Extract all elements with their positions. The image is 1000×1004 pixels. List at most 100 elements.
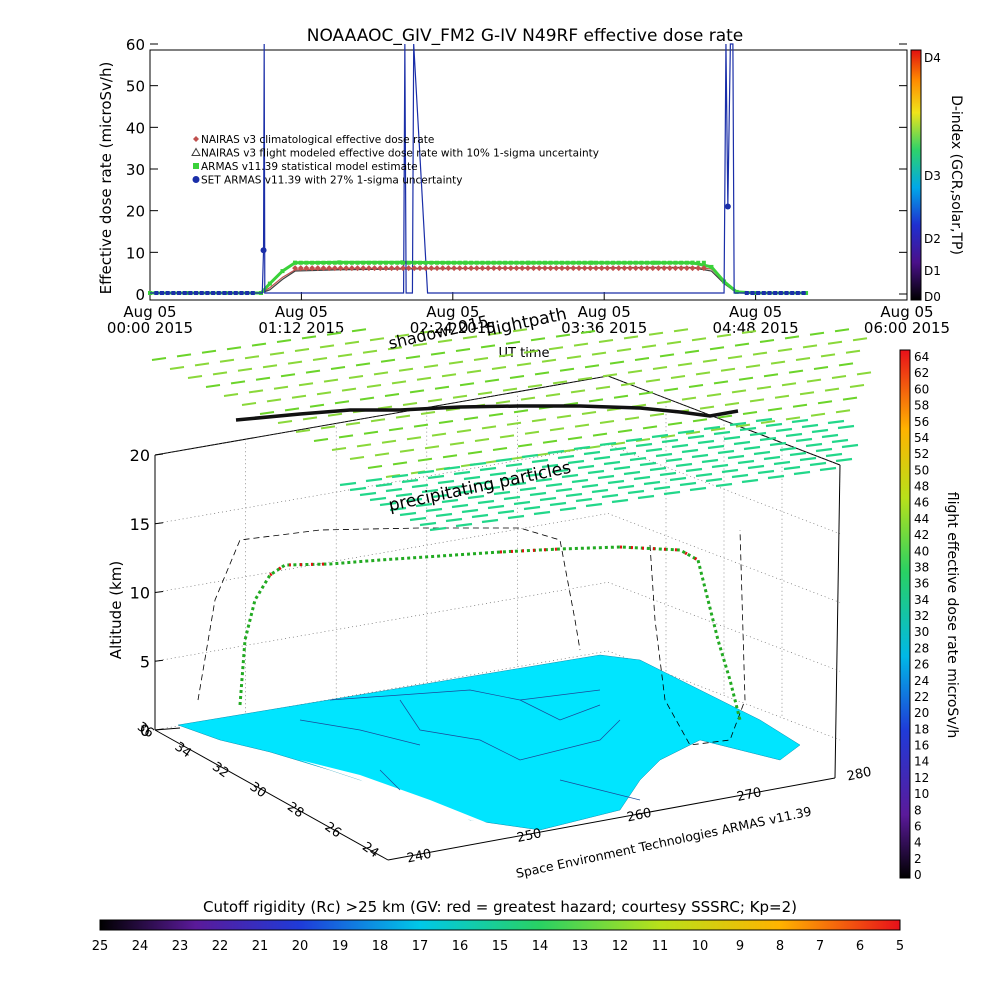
data-point: [382, 265, 389, 272]
field-arrow: [305, 369, 321, 374]
data-point: [520, 260, 525, 265]
precip-arrow: [639, 461, 657, 467]
precip-arrow: [539, 496, 557, 502]
precip-arrow: [401, 478, 419, 484]
field-arrow: [741, 330, 757, 334]
precip-arrow: [389, 506, 407, 512]
data-point: [588, 260, 593, 265]
data-point: [690, 260, 695, 265]
cutoff-tick: 9: [736, 939, 744, 954]
field-arrow: [745, 364, 761, 369]
data-point: [338, 260, 343, 265]
field-arrow: [555, 333, 571, 338]
field-arrow: [437, 339, 453, 343]
precip-arrow: [531, 458, 549, 464]
data-point: [434, 265, 441, 272]
precip-arrow: [727, 454, 745, 460]
field-arrow: [266, 398, 282, 403]
precip-arrow: [399, 511, 417, 517]
flight-dose-tick: 54: [914, 431, 929, 445]
precip-arrow: [809, 461, 827, 467]
precip-arrow: [697, 439, 715, 445]
field-arrow: [670, 375, 686, 379]
precip-arrow: [795, 437, 813, 443]
field-arrow: [595, 385, 611, 390]
field-arrow: [785, 416, 801, 421]
data-point: [377, 265, 384, 272]
field-arrow: [813, 366, 829, 370]
legend-marker: [192, 176, 200, 183]
field-arrow: [413, 423, 429, 428]
data-point: [304, 260, 309, 265]
field-arrow: [348, 375, 364, 379]
data-point: [632, 265, 639, 272]
precip-arrow: [677, 429, 695, 435]
precip-arrow: [425, 507, 443, 513]
data-point: [514, 260, 519, 265]
lon-tick-label: 250: [516, 826, 543, 846]
field-arrow: [480, 344, 496, 349]
series-0: [150, 266, 807, 294]
field-arrow: [259, 411, 275, 415]
chart-title: NOAAAOC_GIV_FM2 G-IV N49RF effective dos…: [307, 26, 744, 46]
field-arrow: [509, 375, 525, 379]
data-point: [343, 265, 350, 272]
plot-frame: [149, 49, 908, 301]
data-point: [446, 260, 451, 265]
precip-arrow: [783, 465, 801, 471]
z-axis: 0 5 10 15 20: [130, 446, 164, 740]
precip-arrow: [695, 472, 713, 478]
profile-shadow: [197, 527, 581, 701]
data-point: [440, 260, 445, 265]
flight-dose-colorbar-label: flight effective dose rate microSv/h: [944, 492, 960, 738]
cutoff-tick: 25: [92, 939, 109, 954]
data-point: [239, 291, 244, 295]
field-arrow: [656, 400, 672, 405]
precip-arrow: [691, 453, 709, 459]
flight-dose-tick: 34: [914, 593, 929, 607]
field-arrow: [763, 373, 779, 378]
precip-arrow: [431, 493, 449, 499]
data-point: [452, 260, 457, 265]
data-point: [199, 291, 204, 295]
field-arrow: [774, 394, 790, 399]
cutoff-tick: 22: [212, 939, 229, 954]
field-arrow: [312, 357, 328, 361]
precip-arrow: [455, 522, 473, 528]
z-tick-label: 5: [140, 652, 150, 671]
precip-arrow: [749, 431, 767, 437]
d-index-tick: D3: [924, 169, 941, 183]
field-arrow: [580, 330, 596, 334]
grid-line: [154, 444, 609, 525]
field-arrow: [441, 373, 457, 378]
field-arrow: [759, 339, 775, 343]
field-arrow: [588, 398, 604, 403]
data-point: [689, 265, 696, 272]
series-line: [150, 266, 807, 294]
lat-tick-label: 34: [172, 739, 194, 761]
field-arrow: [788, 369, 804, 374]
precip-arrow: [557, 454, 575, 460]
field-arrow: [573, 342, 589, 347]
data-point: [222, 291, 227, 295]
grid-line: [154, 513, 609, 593]
field-arrow: [548, 346, 564, 351]
precip-arrow: [743, 445, 761, 451]
y-tick-label: 30: [126, 161, 145, 179]
precip-arrow: [591, 488, 609, 494]
data-point: [310, 260, 315, 265]
cutoff-tick: 19: [332, 939, 349, 954]
precip-arrow: [559, 506, 577, 512]
data-point: [678, 265, 685, 272]
z-tick-label: 10: [130, 584, 150, 603]
cutoff-colorbar: Cutoff rigidity (Rc) >25 km (GV: red = g…: [92, 898, 904, 954]
precip-arrow: [535, 477, 553, 483]
data-point: [260, 247, 267, 254]
data-point: [536, 265, 543, 272]
field-arrow: [738, 376, 754, 381]
field-arrow: [742, 411, 758, 415]
cutoff-tick: 5: [896, 939, 904, 954]
data-point: [315, 260, 320, 265]
data-point: [582, 260, 587, 265]
flight-dose-tick: 14: [914, 755, 929, 769]
